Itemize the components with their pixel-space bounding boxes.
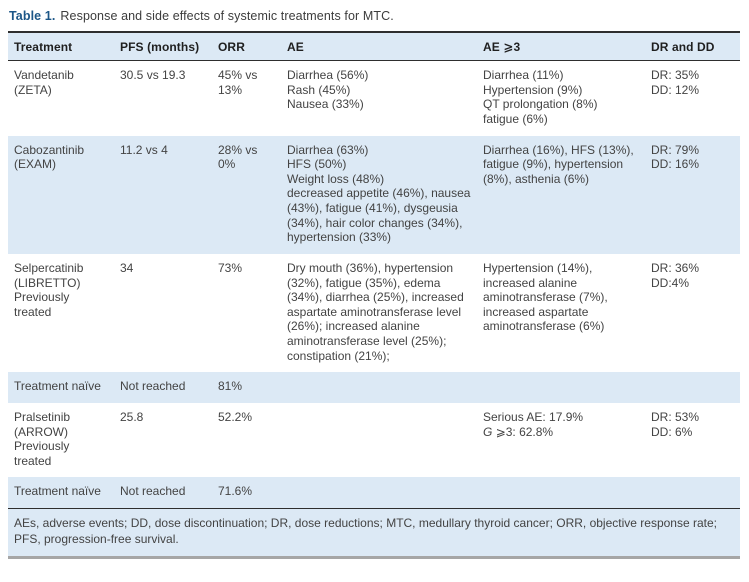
cell-line: QT prolongation (8%) (483, 97, 598, 112)
cell-line: (ZETA) (14, 82, 52, 97)
cell-line: DD:4% (651, 275, 690, 290)
cell-ae (281, 477, 477, 509)
cell-line: fatigue (6%) (483, 111, 548, 126)
col-header-pfs: PFS (months) (114, 31, 212, 61)
cell-ae: Diarrhea (56%) Rash (45%) Nausea (33%) (281, 60, 477, 136)
cell-ae-grade3: Diarrhea (16%), HFS (13%), fatigue (9%),… (477, 135, 645, 254)
col-header-ae-grade3: AE ⩾3 (477, 31, 645, 61)
cell-line: Pralsetinib (14, 409, 71, 424)
cell-line: Diarrhea (11%) (483, 68, 564, 82)
table-title-text: Response and side effects of systemic tr… (60, 9, 394, 23)
cell-treatment: Vandetanib (ZETA) (8, 60, 114, 136)
cell-line: Nausea (33%) (287, 97, 364, 112)
cell-line: (EXAM) (14, 157, 56, 172)
cell-orr: 45% vs 13% (212, 60, 281, 136)
cell-line: Previously treated (14, 439, 70, 468)
table-row-selpercatinib: Selpercatinib (LIBRETTO) Previously trea… (8, 253, 740, 373)
treatments-table: Treatment PFS (months) ORR AE AE ⩾3 DR a… (8, 31, 740, 559)
table-header: Treatment PFS (months) ORR AE AE ⩾3 DR a… (8, 31, 740, 61)
cell-line: Vandetanib (14, 68, 74, 82)
cell-orr: 52.2% (212, 402, 281, 478)
cell-drdd: DR: 35% DD: 12% (645, 60, 740, 136)
cell-line: Diarrhea (63%) (287, 142, 369, 157)
cell-line: Selpercatinib (14, 260, 84, 275)
cell-ae: Dry mouth (36%), hypertension (32%), fat… (281, 253, 477, 373)
grade-symbol: G (483, 424, 493, 439)
cell-line: HFS (50%) (287, 157, 347, 172)
table-row-cabozantinib: Cabozantinib (EXAM) 11.2 vs 4 28% vs 0% … (8, 135, 740, 254)
cell-treatment: Selpercatinib (LIBRETTO) Previously trea… (8, 253, 114, 373)
cell-drdd (645, 372, 740, 403)
cell-ae-grade3: Hypertension (14%), increased alanine am… (477, 253, 645, 373)
cell-orr: 28% vs 0% (212, 135, 281, 254)
cell-line: Weight loss (48%) (287, 171, 385, 186)
cell-line: DD: 16% (651, 157, 700, 172)
footnote-row: AEs, adverse events; DD, dose discontinu… (8, 508, 740, 559)
cell-pfs: 11.2 vs 4 (114, 135, 212, 254)
grade-value: ⩾3: 62.8% (492, 424, 554, 439)
cell-line: DD: 12% (651, 82, 700, 97)
table-title: Table 1. Response and side effects of sys… (8, 6, 740, 31)
footnote-text: AEs, adverse events; DD, dose discontinu… (8, 508, 740, 559)
cell-treatment: Cabozantinib (EXAM) (8, 135, 114, 254)
cell-line: decreased appetite (46%), nausea (43%), … (287, 186, 471, 245)
cell-pfs: Not reached (114, 477, 212, 509)
cell-line: Hypertension (14%), increased alanine am… (483, 260, 608, 334)
cell-orr: 73% (212, 253, 281, 373)
cell-pfs: Not reached (114, 372, 212, 403)
cell-treatment: Treatment naïve (8, 477, 114, 509)
cell-line: Previously treated (14, 290, 70, 319)
cell-line: (LIBRETTO) (14, 275, 81, 290)
cell-line: G ⩾3: 62.8% (483, 425, 639, 440)
cell-drdd: DR: 79% DD: 16% (645, 135, 740, 254)
cell-ae-grade3: Diarrhea (11%) Hypertension (9%) QT prol… (477, 60, 645, 136)
cell-drdd: DR: 53% DD: 6% (645, 402, 740, 478)
col-header-orr: ORR (212, 31, 281, 61)
cell-line: (ARROW) (14, 424, 68, 439)
cell-line: Hypertension (9%) (483, 82, 583, 97)
table-body: Vandetanib (ZETA) 30.5 vs 19.3 45% vs 13… (8, 60, 740, 509)
col-header-treatment: Treatment (8, 31, 114, 61)
cell-line: Treatment naïve (14, 379, 101, 394)
col-header-ae: AE (281, 31, 477, 61)
cell-pfs: 30.5 vs 19.3 (114, 60, 212, 136)
cell-line: Diarrhea (56%) (287, 68, 369, 82)
cell-drdd: DR: 36% DD:4% (645, 253, 740, 373)
cell-line: DR: 79% (651, 142, 700, 157)
cell-ae (281, 372, 477, 403)
col-header-drdd: DR and DD (645, 31, 740, 61)
cell-orr: 81% (212, 372, 281, 403)
cell-ae-grade3 (477, 372, 645, 403)
table-row-vandetanib: Vandetanib (ZETA) 30.5 vs 19.3 45% vs 13… (8, 60, 740, 136)
cell-ae: Diarrhea (63%) HFS (50%) Weight loss (48… (281, 135, 477, 254)
cell-line: Dry mouth (36%), hypertension (32%), fat… (287, 260, 464, 363)
header-row: Treatment PFS (months) ORR AE AE ⩾3 DR a… (8, 31, 740, 61)
cell-line: DR: 53% (651, 409, 700, 424)
page: Table 1. Response and side effects of sys… (8, 6, 740, 559)
table-row-pralsetinib-naive: Treatment naïve Not reached 71.6% (8, 477, 740, 509)
table-footer: AEs, adverse events; DD, dose discontinu… (8, 508, 740, 559)
cell-pfs: 25.8 (114, 402, 212, 478)
cell-line: Treatment naïve (14, 484, 101, 499)
table-number-label: Table 1. (9, 9, 56, 23)
cell-line: Serious AE: 17.9% (483, 409, 584, 424)
cell-pfs: 34 (114, 253, 212, 373)
cell-line: DD: 6% (651, 424, 693, 439)
cell-treatment: Treatment naïve (8, 372, 114, 403)
cell-treatment: Pralsetinib (ARROW) Previously treated (8, 402, 114, 478)
table-row-pralsetinib: Pralsetinib (ARROW) Previously treated 2… (8, 402, 740, 478)
cell-line: Diarrhea (16%), HFS (13%), fatigue (9%),… (483, 142, 634, 186)
cell-line: DR: 35% (651, 68, 700, 82)
table-row-selpercatinib-naive: Treatment naïve Not reached 81% (8, 372, 740, 403)
cell-drdd (645, 477, 740, 509)
cell-line: Cabozantinib (14, 142, 85, 157)
cell-line: DR: 36% (651, 260, 700, 275)
cell-line: Rash (45%) (287, 82, 351, 97)
cell-ae-grade3 (477, 477, 645, 509)
cell-ae-grade3: Serious AE: 17.9% G ⩾3: 62.8% (477, 402, 645, 478)
cell-orr: 71.6% (212, 477, 281, 509)
cell-ae (281, 402, 477, 478)
